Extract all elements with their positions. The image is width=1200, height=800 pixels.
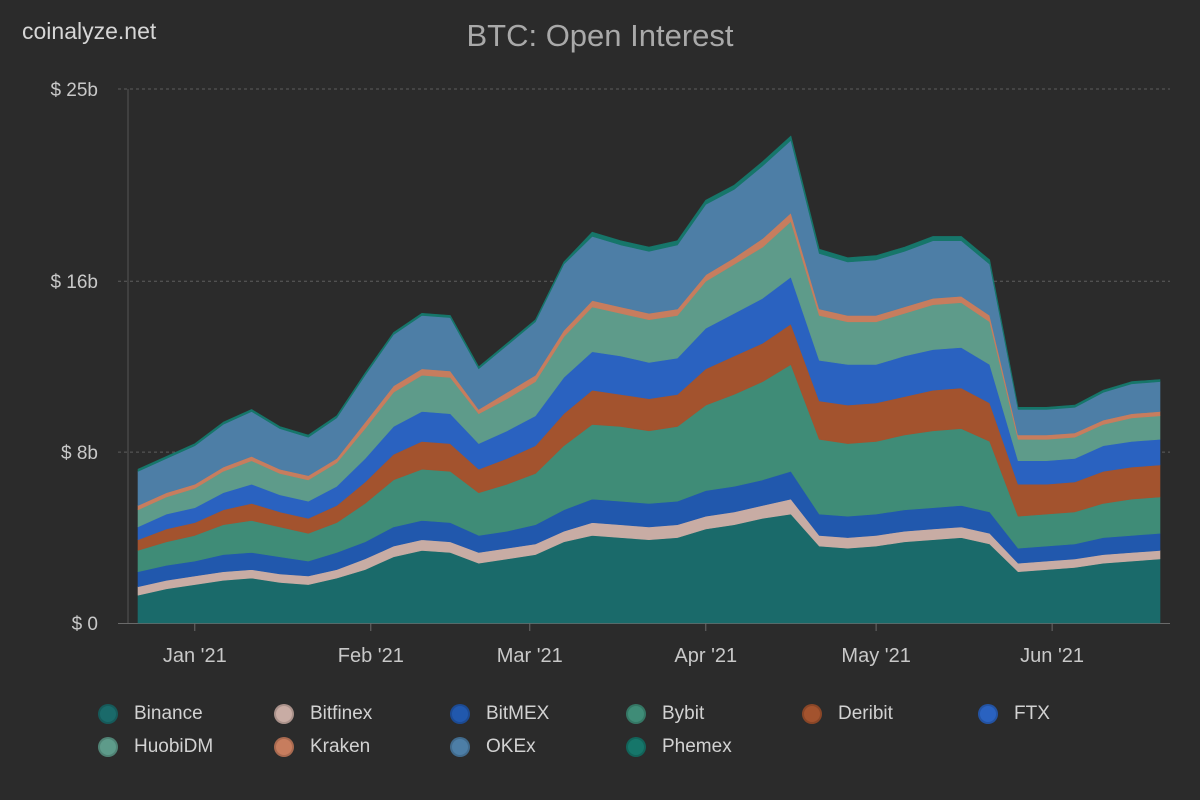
y-tick-label: $ 16b (50, 272, 98, 293)
legend-label: Binance (134, 703, 203, 724)
legend-item-bitfinex[interactable]: Bitfinex (274, 702, 450, 726)
legend-swatch (450, 704, 470, 724)
x-tick-label: Jun '21 (1020, 645, 1084, 667)
legend-item-huobidm[interactable]: HuobiDM (98, 735, 274, 759)
legend-swatch (274, 704, 294, 724)
watermark: coinalyze.net (22, 18, 157, 44)
x-tick-label: Mar '21 (497, 645, 563, 667)
legend-item-kraken[interactable]: Kraken (274, 735, 450, 759)
legend-item-bitmex[interactable]: BitMEX (450, 702, 626, 726)
legend-item-okex[interactable]: OKEx (450, 735, 626, 759)
legend-label: Deribit (838, 703, 893, 724)
legend-label: BitMEX (486, 703, 550, 724)
legend-swatch (98, 737, 118, 757)
legend-swatch (98, 704, 118, 724)
legend-label: Bybit (662, 703, 705, 724)
legend-item-binance[interactable]: Binance (98, 702, 274, 726)
legend-swatch (450, 737, 470, 757)
legend-label: Kraken (310, 736, 371, 757)
legend-label: FTX (1014, 703, 1050, 724)
x-tick-label: Feb '21 (338, 645, 404, 667)
legend-label: Phemex (662, 736, 732, 757)
legend-swatch (626, 737, 646, 757)
legend-item-phemex[interactable]: Phemex (626, 735, 802, 759)
legend-label: Bitfinex (310, 703, 373, 724)
legend-item-deribit[interactable]: Deribit (802, 702, 978, 726)
legend-swatch (626, 704, 646, 724)
area-phemex (137, 135, 1161, 472)
legend: Binance Bitfinex BitMEX Bybit Deribit FTX Huob… (98, 702, 1138, 759)
chart: $ 0 $ 8b $ 16b $ 25b Jan '21 Feb '21 Mar '21 Ap… (50, 80, 1170, 667)
legend-item-ftx[interactable]: FTX (978, 702, 1154, 726)
legend-swatch (802, 704, 822, 724)
x-tick-label: May '21 (841, 645, 910, 667)
y-tick-label: $ 25b (50, 80, 98, 101)
x-tick-label: Apr '21 (674, 645, 737, 667)
x-tick-label: Jan '21 (163, 645, 227, 667)
legend-swatch (978, 704, 998, 724)
chart-title: BTC: Open Interest (466, 18, 734, 53)
y-tick-label: $ 0 (72, 614, 98, 635)
legend-label: OKEx (486, 736, 536, 757)
y-tick-label: $ 8b (61, 443, 98, 464)
legend-item-bybit[interactable]: Bybit (626, 702, 802, 726)
legend-swatch (274, 737, 294, 757)
legend-label: HuobiDM (134, 736, 214, 757)
